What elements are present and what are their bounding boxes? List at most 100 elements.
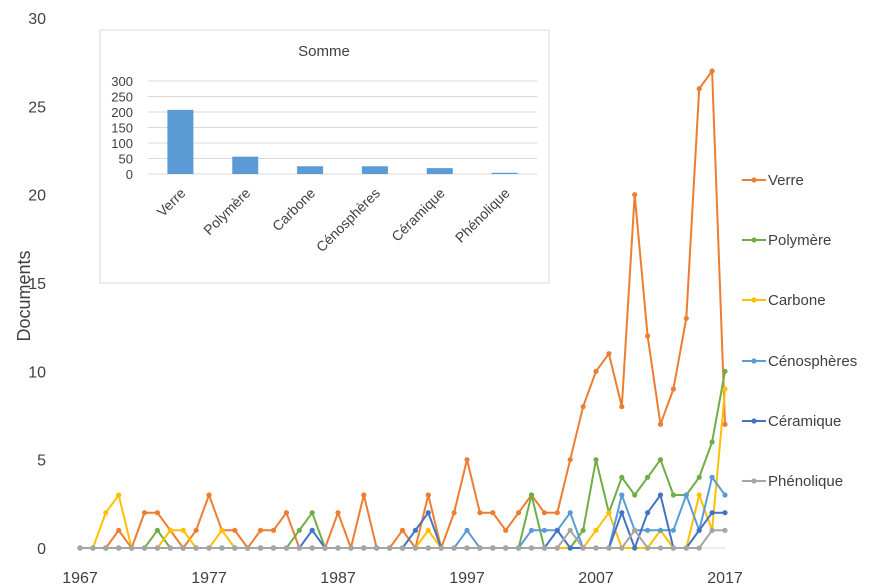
- data-point: [528, 527, 535, 533]
- data-point: [593, 457, 599, 463]
- x-tick-label: 1977: [191, 570, 227, 587]
- data-point: [103, 510, 109, 516]
- data-point: [206, 492, 212, 498]
- data-point: [709, 474, 715, 480]
- data-point: [619, 492, 625, 498]
- data-point: [425, 492, 431, 498]
- data-point: [399, 527, 406, 533]
- data-point: [657, 421, 664, 427]
- data-point: [541, 545, 548, 551]
- x-tick-label: 1967: [62, 570, 98, 587]
- legend-label: Phénolique: [768, 473, 843, 490]
- data-point: [232, 545, 238, 551]
- data-point: [232, 527, 238, 533]
- legend-marker: [751, 418, 757, 424]
- data-point: [619, 545, 625, 551]
- data-point: [619, 474, 625, 480]
- data-point: [567, 527, 573, 533]
- data-point: [580, 545, 586, 551]
- data-point: [141, 545, 148, 551]
- data-point: [722, 386, 728, 392]
- x-tick-label: 2017: [707, 570, 743, 587]
- data-point: [670, 492, 677, 498]
- data-point: [425, 527, 431, 533]
- data-point: [709, 510, 715, 516]
- legend-label: Cénosphères: [768, 353, 857, 370]
- y-tick-label: 30: [28, 11, 46, 28]
- legend-label: Carbone: [768, 292, 826, 309]
- data-point: [541, 510, 548, 516]
- data-point: [335, 545, 341, 551]
- data-point: [90, 545, 96, 551]
- data-point: [219, 527, 225, 533]
- data-point: [116, 527, 122, 533]
- series-3: [77, 474, 728, 551]
- data-point: [696, 527, 702, 533]
- legend-entry: Cénosphères: [742, 353, 857, 370]
- data-point: [619, 404, 625, 410]
- data-point: [451, 510, 457, 516]
- data-point: [554, 545, 560, 551]
- data-point: [464, 545, 470, 551]
- data-point: [554, 527, 560, 533]
- data-point: [464, 457, 470, 463]
- legend-entry: Carbone: [742, 292, 826, 309]
- inset-bar: [361, 166, 388, 174]
- data-point: [296, 527, 302, 533]
- data-point: [361, 545, 367, 551]
- data-point: [645, 527, 651, 533]
- data-point: [451, 545, 457, 551]
- data-point: [180, 527, 186, 533]
- data-point: [580, 527, 586, 533]
- data-point: [657, 492, 664, 498]
- inset-y-tick-label: 200: [111, 105, 133, 120]
- data-point: [438, 545, 444, 551]
- legend-marker: [751, 297, 757, 303]
- data-point: [283, 510, 289, 516]
- data-point: [632, 545, 638, 551]
- data-point: [541, 527, 548, 533]
- main-tick-labels: 0 5 10 15 20 25 30 1967 1977 1987 1997 2007 2017: [28, 11, 743, 587]
- data-point: [516, 510, 522, 516]
- y-tick-label: 20: [28, 188, 46, 205]
- legend-entry: Polymère: [742, 232, 831, 249]
- series-1: [77, 368, 728, 551]
- legend: Verre Polymère Carbone Cénosphères Céramique…: [742, 172, 857, 490]
- data-point: [154, 545, 160, 551]
- inset-y-tick-label: 50: [119, 152, 133, 167]
- legend-entry: Verre: [742, 172, 804, 189]
- data-point: [387, 545, 393, 551]
- legend-marker: [751, 237, 757, 243]
- data-point: [722, 510, 728, 516]
- inset-bar: [167, 109, 194, 174]
- data-point: [632, 192, 638, 198]
- data-point: [528, 492, 535, 498]
- legend-label: Céramique: [768, 413, 841, 430]
- data-point: [335, 510, 341, 516]
- data-point: [322, 545, 328, 551]
- data-point: [193, 545, 199, 551]
- data-point: [425, 545, 431, 551]
- data-point: [309, 527, 315, 533]
- data-point: [722, 368, 728, 374]
- legend-entry: Céramique: [742, 413, 841, 430]
- data-point: [567, 510, 573, 516]
- data-point: [670, 527, 677, 533]
- inset-y-tick-label: 150: [111, 121, 133, 136]
- data-point: [593, 545, 599, 551]
- data-point: [348, 545, 354, 551]
- series-line: [80, 388, 726, 549]
- data-point: [77, 545, 83, 551]
- data-point: [657, 545, 664, 551]
- data-point: [283, 545, 289, 551]
- data-point: [645, 333, 651, 339]
- series-5: [77, 527, 728, 551]
- data-point: [206, 545, 212, 551]
- inset-bar: [297, 166, 324, 174]
- data-point: [503, 527, 509, 533]
- inset-y-tick-label: 250: [111, 90, 133, 105]
- inset-y-tick-label: 0: [126, 167, 133, 182]
- inset-bars: [167, 109, 518, 174]
